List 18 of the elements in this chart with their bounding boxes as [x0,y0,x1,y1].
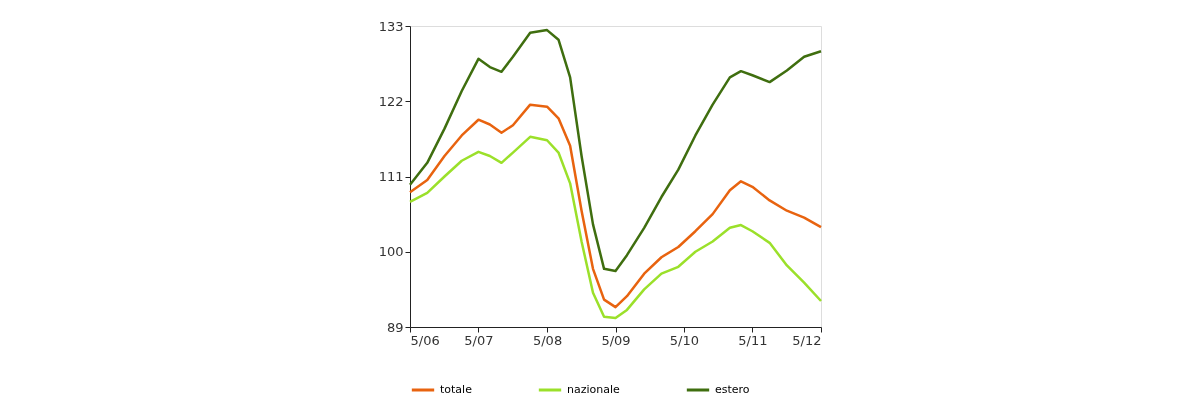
y-tick-label: 111 [378,169,404,184]
y-tick-label: 133 [378,18,404,34]
y-tick-label: 122 [378,93,404,109]
legend-label: totale [440,383,473,396]
line-series [408,135,823,320]
x-tick-label: 5/11 [738,332,768,348]
line-series [408,103,823,309]
legend-label: estero [715,383,750,396]
x-tick-label: 5/06 [410,332,440,348]
x-tick-label: 5/07 [464,332,494,348]
x-tick-label: 5/10 [669,332,700,348]
y-tick-label: 100 [378,244,404,260]
x-tick-label: 5/09 [601,332,631,348]
legend-label: nazionale [567,383,621,396]
x-tick-label: 5/08 [532,332,563,348]
line-series [408,28,823,273]
x-tick-label: 5/12 [792,332,822,348]
y-tick-label: 89 [386,319,404,335]
